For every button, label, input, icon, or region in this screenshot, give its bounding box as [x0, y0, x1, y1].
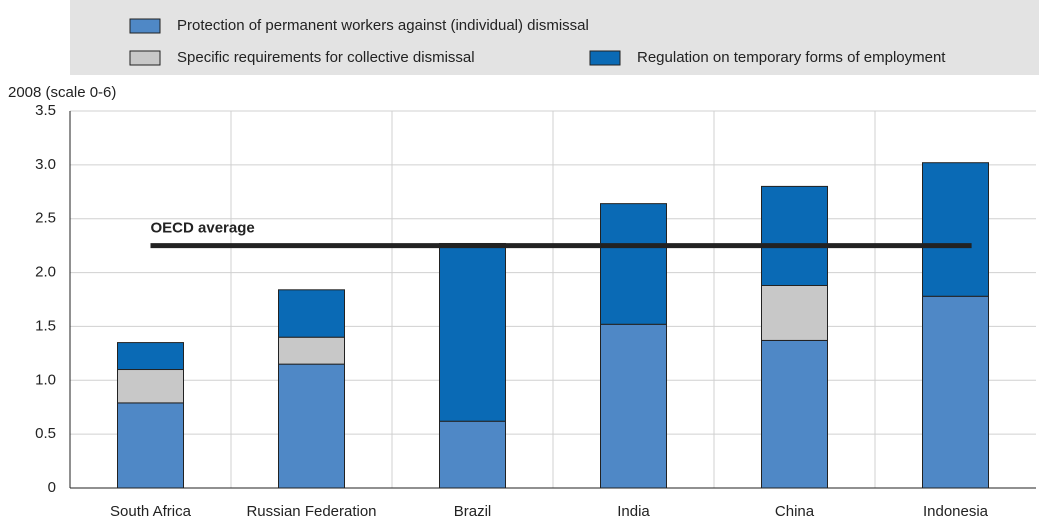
bar-segment [117, 369, 184, 404]
bar-segment [600, 203, 667, 325]
legend-label: Protection of permanent workers against … [177, 17, 589, 34]
legend-swatch [129, 18, 161, 34]
bar-segment [439, 420, 506, 489]
reference-label: OECD average [151, 220, 255, 237]
y-axis-label: 2008 (scale 0-6) [8, 84, 116, 101]
legend-label: Regulation on temporary forms of employm… [637, 49, 946, 66]
y-tick-label: 2.5 [35, 210, 56, 227]
x-tick-label: South Africa [110, 503, 192, 520]
y-tick-label: 1.0 [35, 371, 56, 388]
x-tick-label: India [617, 503, 650, 520]
bar-segment [922, 162, 989, 297]
bar-segment [761, 339, 828, 489]
x-tick-label: China [775, 503, 815, 520]
legend-swatch [129, 50, 161, 66]
bar-segment [278, 289, 345, 338]
bar-segment [439, 242, 506, 422]
y-tick-label: 0 [48, 479, 56, 496]
y-tick-label: 1.5 [35, 317, 56, 334]
x-tick-label: Indonesia [923, 503, 989, 520]
bar-segment [117, 342, 184, 371]
bar-segment [278, 336, 345, 365]
y-tick-label: 3.0 [35, 156, 56, 173]
bar-segment [600, 323, 667, 489]
bar-segment [922, 295, 989, 489]
y-tick-label: 3.5 [35, 102, 56, 119]
bar-segment [761, 185, 828, 286]
bar-segment [278, 363, 345, 489]
bar-segment [117, 402, 184, 489]
x-tick-label: Russian Federation [246, 503, 376, 520]
x-tick-label: Brazil [454, 503, 492, 520]
y-tick-label: 2.0 [35, 264, 56, 281]
y-tick-label: 0.5 [35, 425, 56, 442]
bar-segment [761, 284, 828, 341]
legend-swatch [589, 50, 621, 66]
legend-label: Specific requirements for collective dis… [177, 49, 475, 66]
legend-background [70, 0, 1039, 75]
